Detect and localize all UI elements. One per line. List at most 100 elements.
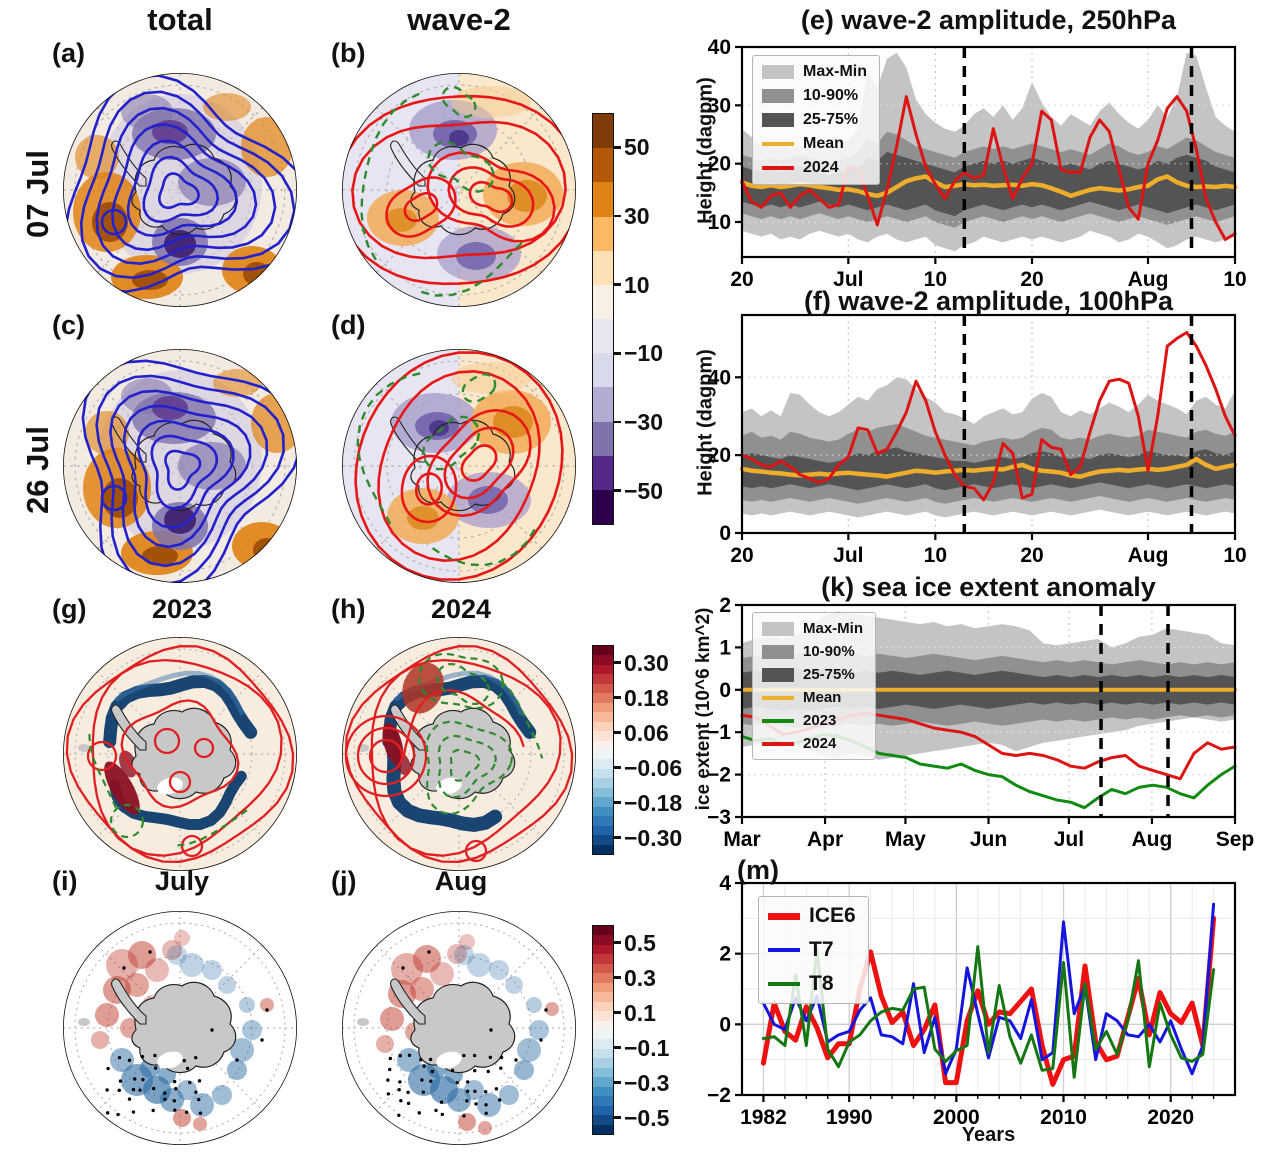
significance-stipple [210,1028,214,1032]
sst-warm-anomaly [91,1031,109,1049]
colorbar-segment [593,387,613,422]
colorbar-segment [593,944,613,955]
colorbar-segment [593,963,613,974]
x-tick-label: Jul [833,544,863,567]
colorbar-tick [614,976,621,979]
significance-stipple [131,1087,136,1092]
colorbar-tick [614,1081,621,1084]
colorbar-segment [593,787,613,798]
x-tick-label: 2000 [933,1106,980,1129]
chart-m: 1982 1990 2000 2010 2020 −2 0 2 4 [707,872,1237,1129]
shaded-anomaly [468,486,508,514]
significance-stipple [388,1056,393,1061]
legend-label: T7 [809,938,834,961]
map-panel-wave2-26jul [341,348,577,584]
legend-line-ICE6 [768,912,800,920]
colorbar-segment [593,749,613,760]
sst-cold-anomaly [239,997,255,1013]
x-tick-label: 20 [1020,544,1043,567]
sst-warm-anomaly [95,1003,119,1027]
shaded-anomaly [449,130,469,146]
panel-label-i: (i) [52,866,78,896]
ross-embayment [436,777,462,795]
colorbar-segment [593,148,613,183]
colorbar-segment [593,250,613,285]
significance-stipple [163,1097,167,1102]
legend-label: T8 [809,972,834,995]
graticule-circle [386,955,532,1101]
axes-frame [740,313,1237,535]
colorbar-segment [593,1020,613,1030]
colorbar-segment [593,1029,613,1040]
legend-line-Mean [762,142,794,146]
antarctic-peninsula [390,978,426,1025]
x-tick-label: 10 [924,268,947,291]
colorbar-segment [593,1001,613,1012]
colorbar-segment [593,1039,613,1049]
colorbar-height-anomaly: 50 30 10 −10 −30 −50 [592,113,663,525]
colorbar-segment [593,664,613,675]
map-content [63,637,297,871]
map-panel-total-26jul [62,348,298,584]
pressure-contour [370,658,562,857]
y-tick-label: 2 [719,594,731,617]
sst-cold-anomaly [505,976,523,994]
island [78,1018,90,1026]
panel-label-c: (c) [52,310,85,340]
legend-line-T7 [768,948,800,952]
shaded-anomaly [213,369,261,397]
negative-contour [427,141,495,193]
sst-warm-anomaly [145,958,169,982]
legend-line-2024 [762,741,794,746]
x-tick-label: Jul [833,268,863,291]
sst-cold-anomaly [454,945,474,965]
map-svg-a [63,73,297,307]
significance-stipple [117,1055,122,1060]
significance-stipple [151,1086,156,1091]
colorbar-ramp [592,645,614,855]
colorbar-segment [593,844,613,854]
map-title-2024: 2024 [430,594,492,624]
legend-line-2024 [762,166,794,170]
geopotential-contour [164,449,202,491]
legend-line-T8 [768,982,800,986]
significance-stipple [106,1066,110,1071]
significance-stipple [386,1078,390,1082]
chart-title-e: (e) wave-2 amplitude, 250hPa [800,5,1177,35]
colorbar-segment [593,740,613,750]
legend-label: Mean [803,135,844,152]
map-panel-total-07jul [62,72,298,308]
legend-entry-Max-Min: Max-Min [762,620,863,637]
significance-stipple [429,1079,433,1083]
significance-stipple [483,1090,488,1094]
colorbar-ramp [592,113,614,525]
significance-stipple [401,966,405,970]
sst-cold-anomaly [167,945,187,965]
significance-stipple [235,1058,239,1062]
colorbar-tick-label: 0.1 [624,999,656,1026]
significance-stipple [544,1008,548,1012]
shaded-anomaly [142,546,178,566]
significance-stipple [138,1088,142,1092]
wave2-contour [354,351,564,581]
significance-stipple [118,1079,123,1083]
significance-stipple [182,1058,187,1063]
significance-stipple [417,1111,421,1115]
sst-cold-anomaly [202,960,222,980]
colorbar-segment [593,835,613,845]
colorbar-tick-label: −10 [624,340,664,367]
significance-stipple [185,1066,190,1071]
significance-stipple [105,1088,109,1092]
significance-stipple [131,1110,136,1114]
geopotential-contour [126,139,239,238]
significance-stipple [105,1111,110,1115]
significance-stipple [473,1089,477,1094]
colorbar-segment [593,935,613,945]
geopotential-contour [95,374,285,583]
colorbar-tick [614,489,621,492]
sst-cold-anomaly [477,1093,501,1117]
geopotential-contour [81,359,297,583]
sst-warm-anomaly [413,945,441,973]
geopotential-contour [150,434,219,511]
significance-stipple [419,1058,423,1062]
